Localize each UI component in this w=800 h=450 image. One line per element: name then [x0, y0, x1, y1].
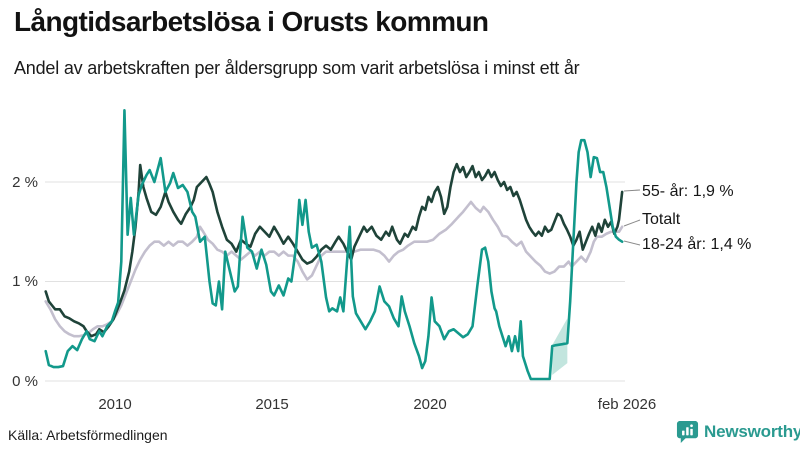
series-line-55-r	[44, 162, 624, 338]
newsworthy-icon	[676, 420, 699, 444]
leader-line-totalt	[623, 219, 641, 227]
series-end-label-totalt: Totalt	[642, 211, 681, 228]
leader-line-55	[623, 189, 641, 192]
series-end-label-55: 55- år: 1,9 %	[642, 183, 734, 200]
leader-line-18-24	[623, 240, 641, 246]
x-tick-label-2020: 2020	[413, 396, 447, 413]
x-tick-label-feb-2026: feb 2026	[597, 396, 657, 413]
series-end-label-18-24: 18-24 år: 1,4 %	[642, 236, 752, 253]
page-title: Långtidsarbetslösa i Orusts kommun	[14, 6, 489, 37]
newsworthy-logo: Newsworthy	[676, 420, 800, 444]
x-tick-label-2015: 2015	[255, 396, 289, 413]
series-line-totalt	[44, 200, 624, 338]
y-tick-label-1: 1 %	[12, 273, 38, 290]
y-tick-label-0: 0 %	[12, 373, 38, 390]
y-tick-label-2: 2 %	[12, 174, 38, 191]
chart-subtitle: Andel av arbetskraften per åldersgrupp s…	[14, 58, 580, 78]
highlight-band	[552, 318, 568, 376]
series-line-18-24-r	[44, 109, 624, 381]
source-text: Källa: Arbetsförmedlingen	[8, 427, 168, 443]
x-tick-label-2010: 2010	[98, 396, 132, 413]
brand-name: Newsworthy	[704, 422, 800, 441]
